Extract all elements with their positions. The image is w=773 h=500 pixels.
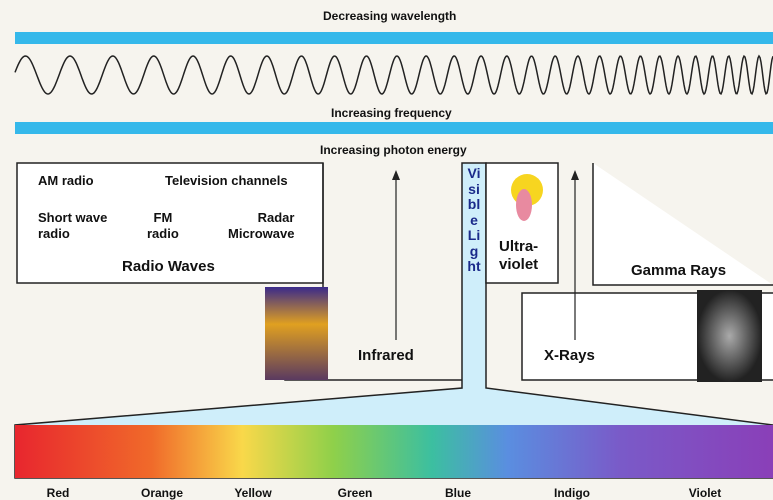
color-label: Green	[337, 486, 373, 500]
color-label: Red	[46, 486, 70, 500]
arrow-head	[571, 170, 579, 180]
am-label: AM radio	[38, 173, 94, 188]
frequency-label: Increasing frequency	[331, 106, 452, 120]
frequency-bar	[15, 122, 773, 134]
wave	[14, 54, 773, 96]
xray-image	[697, 290, 762, 382]
radio-title: Radio Waves	[122, 258, 215, 275]
spectrum	[15, 425, 773, 478]
color-label: Yellow	[234, 486, 272, 500]
figure-icon	[516, 189, 532, 221]
wavelength-label: Decreasing wavelength	[323, 9, 457, 23]
gamma-box	[592, 163, 773, 286]
radar-label: Radar Microwave	[228, 210, 295, 241]
gamma-label: Gamma Rays	[631, 262, 727, 279]
infrared-label: Infrared	[358, 347, 414, 364]
shortwave-label: Short wave radio	[38, 210, 108, 241]
ultraviolet-label: Ultra-violet	[499, 238, 539, 273]
wavelength-bar	[15, 32, 773, 44]
visible-label: Visible Light	[467, 165, 481, 274]
arrow-head	[392, 170, 400, 180]
radio-box	[16, 162, 324, 284]
thermal-image	[265, 287, 328, 380]
xrays-label: X-Rays	[544, 347, 595, 364]
color-label: Indigo	[554, 486, 590, 500]
color-label: Orange	[140, 486, 183, 500]
fm-label: FM radio	[147, 210, 179, 241]
tv-label: Television channels	[165, 173, 288, 188]
color-label: Blue	[444, 486, 471, 500]
energy-label: Increasing photon energy	[320, 143, 467, 157]
color-label: Violet	[688, 486, 722, 500]
